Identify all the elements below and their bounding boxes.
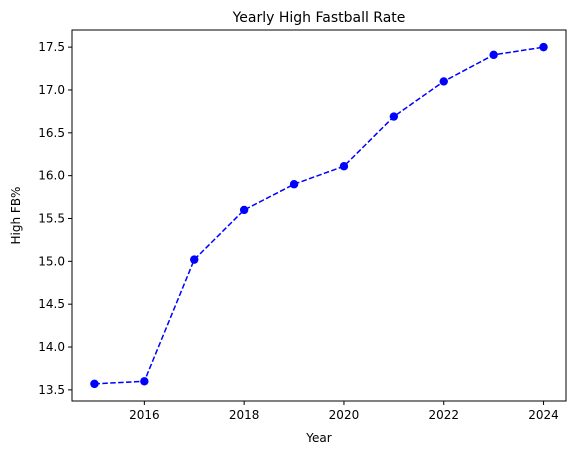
x-axis-label: Year [305, 431, 331, 445]
data-point [389, 112, 399, 121]
y-tick-label: 15.0 [38, 254, 65, 268]
y-tick-label: 13.5 [38, 383, 65, 397]
plot-area: 2016 2018 2020 2022 2024 13.5 14.0 14.5 15.0 15.5… [38, 29, 567, 422]
x-tick-label: 2024 [528, 408, 559, 422]
y-tick-label: 15.5 [38, 211, 65, 225]
x-tick-label: 2016 [129, 408, 160, 422]
data-point [439, 77, 448, 86]
data-point [239, 205, 249, 215]
y-axis-label: High FB% [9, 187, 23, 245]
plot-frame [71, 29, 567, 402]
data-point [339, 162, 349, 171]
data-point [489, 50, 498, 60]
data-point [140, 377, 149, 386]
x-tick-label: 2018 [229, 408, 260, 422]
y-tick-label: 14.0 [38, 340, 65, 354]
chart-title: Yearly High Fastball Rate [232, 10, 406, 26]
series-line [94, 46, 544, 385]
y-tick-label: 17.5 [38, 40, 65, 54]
y-tick-label: 16.0 [38, 169, 65, 183]
x-tick-label: 2020 [329, 408, 360, 422]
y-tick-label: 16.5 [38, 126, 65, 140]
data-point [289, 180, 299, 189]
data-point [539, 42, 548, 52]
y-tick-label: 17.0 [38, 83, 65, 97]
data-point [90, 379, 99, 389]
x-tick-label: 2022 [428, 408, 459, 422]
y-tick-label: 14.5 [38, 297, 65, 311]
data-point [190, 255, 199, 264]
